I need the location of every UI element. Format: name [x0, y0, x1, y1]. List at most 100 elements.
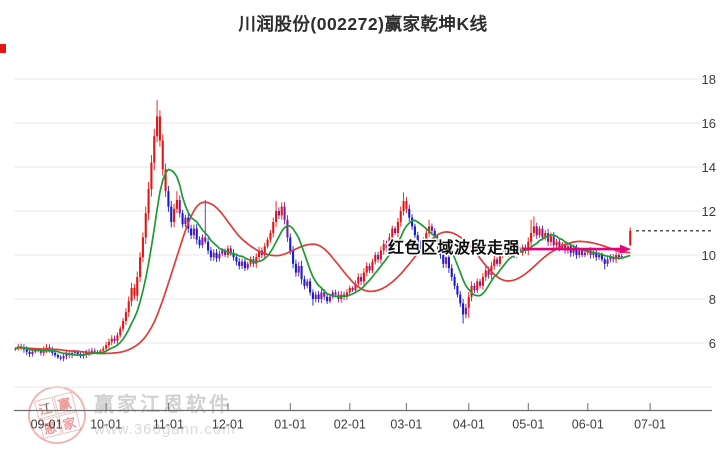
candle-body — [76, 351, 79, 354]
candle-body — [462, 303, 465, 315]
candle-body — [453, 277, 456, 286]
candle-body — [581, 250, 584, 255]
candle-body — [127, 301, 130, 313]
candle-body — [31, 351, 34, 354]
candle-body — [119, 328, 122, 336]
candle-body — [331, 292, 334, 297]
candle-body — [394, 228, 397, 233]
candle-body — [501, 248, 504, 255]
candle-body — [510, 246, 513, 251]
candle-body — [419, 244, 422, 251]
candle-body — [334, 292, 337, 295]
candle-body — [445, 257, 448, 264]
candle-body — [459, 294, 462, 304]
candle-body — [402, 201, 405, 211]
x-axis-label: 05-01 — [512, 418, 544, 432]
candle-body — [592, 252, 595, 255]
candle-body — [181, 213, 184, 225]
candle-body — [479, 281, 482, 286]
candle-body — [549, 236, 552, 242]
candle-body — [306, 281, 309, 286]
candle-body — [493, 259, 496, 266]
candle-body — [164, 169, 167, 192]
candle-body — [102, 348, 105, 351]
candle-body — [425, 233, 428, 242]
candle-body — [246, 263, 249, 269]
candle-body — [450, 268, 453, 277]
candle-body — [538, 228, 541, 236]
watermark-url: www.360gann.com — [94, 421, 236, 438]
candle-body — [144, 213, 147, 238]
candle-body — [484, 270, 487, 277]
candle-body — [99, 350, 102, 353]
candle-body — [175, 200, 178, 209]
candle-body — [430, 226, 433, 231]
annotation-arrowhead-icon — [620, 244, 631, 254]
candle-body — [405, 201, 408, 209]
candle-body — [399, 211, 402, 222]
x-axis-label: 10-01 — [90, 418, 122, 432]
candle-body — [317, 294, 320, 299]
candle-body — [238, 261, 241, 266]
candle-body — [439, 246, 442, 255]
candle-body — [515, 248, 518, 255]
y-axis-label: 14 — [702, 160, 716, 175]
candle-body — [124, 312, 127, 321]
candle-body — [286, 219, 289, 238]
candle-body — [473, 285, 476, 291]
candle-body — [326, 296, 329, 302]
candle-body — [255, 257, 258, 264]
candle-body — [564, 244, 567, 251]
candle-body — [552, 236, 555, 246]
candle-body — [266, 239, 269, 247]
candle-body — [90, 350, 93, 352]
candle-body — [105, 345, 108, 349]
ma-lines — [15, 168, 631, 356]
annotation-text: 红色区域波段走强 — [388, 238, 520, 257]
candle-body — [309, 281, 312, 293]
x-axis-label: 02-01 — [334, 418, 366, 432]
candle-body — [139, 257, 142, 277]
candle-body — [192, 228, 195, 236]
candle-body — [447, 257, 450, 269]
candle-body — [530, 233, 533, 242]
candle-body — [311, 292, 314, 299]
candle-body — [348, 288, 351, 293]
candle-body — [368, 266, 371, 271]
candle-body — [269, 233, 272, 240]
candle-body — [541, 228, 544, 238]
y-axis-labels: 18 16 14 12 10 8 6 — [702, 72, 716, 351]
candle-body — [59, 357, 62, 359]
candle-body — [107, 341, 110, 346]
candle-body — [572, 248, 575, 253]
candle-body — [113, 338, 116, 341]
candle-body — [184, 217, 187, 225]
candle-body — [323, 292, 326, 297]
candle-body — [504, 248, 507, 253]
candle-body — [351, 288, 354, 291]
candle-body — [204, 237, 207, 242]
candle-body — [28, 351, 31, 354]
candle-body — [190, 228, 193, 236]
candle-body — [600, 255, 603, 260]
candle-body — [320, 292, 323, 299]
candle-body — [201, 237, 204, 246]
candlesticks — [14, 99, 632, 362]
candle-body — [133, 288, 136, 296]
candle-body — [289, 237, 292, 251]
candle-body — [158, 116, 161, 141]
candle-body — [544, 233, 547, 238]
candle-body — [297, 266, 300, 273]
candle-body — [476, 281, 479, 291]
candle-body — [374, 255, 377, 262]
candle-body — [583, 252, 586, 255]
candle-body — [73, 351, 76, 353]
candle-body — [136, 277, 139, 296]
candle-body — [93, 350, 96, 352]
candle-body — [263, 246, 266, 255]
candle-body — [617, 255, 620, 258]
candle-body — [385, 244, 388, 249]
candle-body — [416, 235, 419, 244]
